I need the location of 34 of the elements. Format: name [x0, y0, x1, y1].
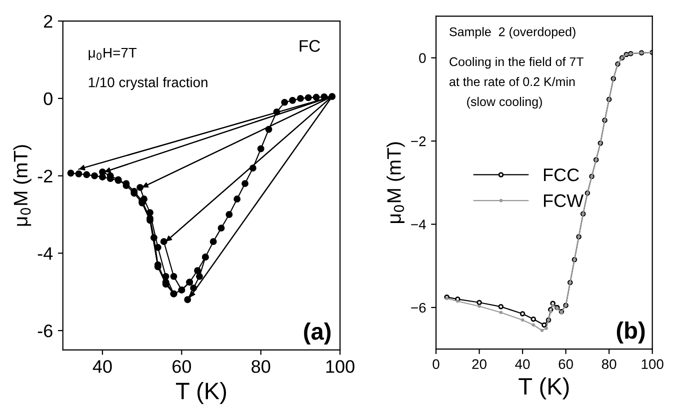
y-tick-label: -6 — [38, 324, 52, 338]
x-tick-label: 40 — [92, 360, 112, 373]
x-axis-title: T (K) — [518, 377, 569, 400]
x-tick-label: 80 — [252, 360, 270, 373]
y-tick-label: -4 — [38, 247, 53, 260]
annotation: Sample 2 (overdoped) — [450, 27, 576, 39]
y-axis-title: μ$_{0}$M (mT) — [386, 142, 405, 223]
annotation: FC — [300, 40, 320, 52]
x-tick-label: 80 — [602, 359, 616, 370]
x-tick-label: 100 — [326, 360, 354, 373]
annotation: μ$_{0}$H=7T — [88, 48, 137, 60]
annotation: Cooling in the field of 7T — [450, 56, 584, 69]
y-tick-label: −2 — [411, 136, 426, 146]
x-tick-label: 0 — [432, 359, 440, 370]
x-tick-label: 60 — [558, 359, 573, 370]
annotation: (slow cooling) — [467, 96, 542, 109]
x-tick-label: 100 — [642, 359, 664, 370]
annotation: (b) — [616, 321, 645, 344]
x-axis-title: T (K) — [176, 382, 226, 404]
y-tick-label: 0 — [419, 53, 426, 63]
x-tick-label: 40 — [515, 359, 530, 370]
y-tick-label: -2 — [38, 170, 52, 182]
annotation: (a) — [304, 322, 331, 344]
y-tick-label: −6 — [411, 302, 426, 313]
legend-label: FCC — [544, 168, 579, 182]
annotation: 1/10 crystal fraction — [88, 77, 208, 90]
y-tick-label: 2 — [44, 14, 52, 28]
legend-label: FCW — [544, 194, 584, 208]
y-axis-title: μ$_{0}$M (mT) — [13, 145, 32, 226]
y-tick-label: −4 — [411, 220, 426, 230]
x-tick-label: 60 — [172, 360, 191, 373]
y-tick-label: 0 — [44, 92, 52, 106]
x-tick-label: 20 — [472, 359, 486, 370]
annotation: at the rate of 0.2 K/min — [450, 76, 575, 86]
